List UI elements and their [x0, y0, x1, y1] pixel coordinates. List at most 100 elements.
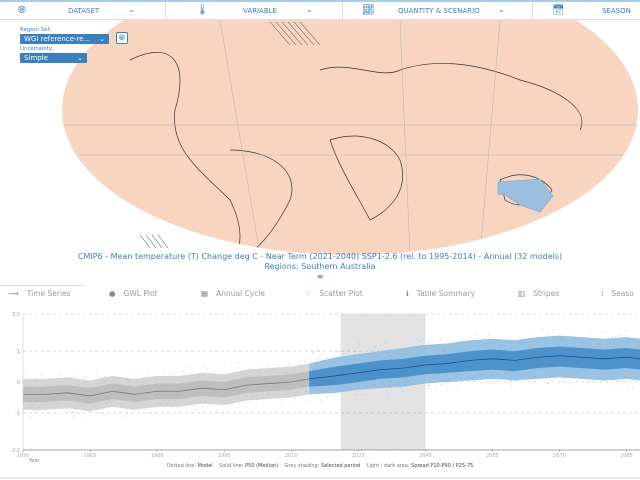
menu-icon[interactable]: ≡: [316, 272, 324, 281]
model-point: [258, 369, 260, 371]
model-point: [295, 393, 297, 395]
model-point: [312, 352, 314, 353]
model-point: [111, 402, 112, 404]
model-point: [428, 342, 430, 343]
uncertainty-select[interactable]: Simple ⌄: [20, 53, 87, 63]
model-point: [64, 394, 66, 395]
model-point: [235, 397, 237, 398]
model-point: [626, 387, 628, 389]
model-point: [625, 329, 627, 331]
model-point: [287, 362, 289, 363]
model-point: [96, 399, 98, 401]
model-point: [429, 380, 430, 382]
season-dropdown[interactable]: 📅︎ SEASON: [552, 5, 631, 16]
model-point: [164, 384, 166, 386]
southern-australia-region: [497, 178, 554, 213]
model-point: [87, 415, 89, 417]
model-point: [293, 362, 295, 364]
tab-seasonal[interactable]: ⁞ Seaso: [601, 289, 634, 298]
model-point: [587, 367, 589, 369]
region-set-select[interactable]: WGI reference-re... ⌄: [20, 34, 109, 44]
model-point: [222, 395, 224, 397]
model-point: [567, 348, 569, 349]
model-point: [581, 341, 583, 343]
model-point: [85, 378, 86, 379]
model-point: [281, 379, 283, 381]
model-point: [532, 382, 533, 384]
model-point: [520, 342, 522, 344]
model-point: [528, 372, 530, 374]
model-point: [513, 349, 515, 351]
world-map[interactable]: [0, 20, 640, 260]
model-point: [118, 389, 120, 391]
model-point: [317, 378, 319, 380]
legend-value: Spread P10-P90 / P25-75: [411, 463, 474, 469]
model-point: [137, 374, 139, 376]
model-point: [627, 361, 629, 363]
model-point: [491, 374, 493, 376]
model-point: [126, 408, 127, 410]
model-point: [567, 344, 568, 346]
model-point: [390, 355, 391, 357]
model-point: [32, 380, 34, 382]
tab-scatter-plot[interactable]: ⁘ Scatter Plot: [305, 289, 363, 298]
model-point: [316, 363, 317, 364]
model-point: [344, 385, 346, 387]
model-point: [385, 390, 387, 392]
model-point: [611, 335, 613, 337]
model-point: [192, 388, 194, 390]
model-point: [27, 382, 29, 383]
model-point: [406, 377, 408, 378]
model-point: [175, 402, 177, 404]
model-point: [434, 378, 436, 379]
tab-annual-cycle[interactable]: ▦ Annual Cycle: [201, 289, 266, 298]
model-point: [296, 378, 297, 380]
model-point: [334, 361, 336, 363]
variable-dropdown[interactable]: 🌡︎ VARIABLE ⌄: [166, 2, 343, 20]
model-point: [324, 379, 325, 381]
time-series-icon: ⟿: [8, 289, 19, 298]
model-point: [404, 385, 406, 387]
model-point: [235, 375, 237, 377]
model-point: [137, 399, 139, 401]
stripes-icon: ▥: [518, 289, 526, 298]
model-point: [162, 370, 164, 372]
model-point: [489, 382, 491, 384]
model-point: [457, 341, 459, 343]
model-point: [244, 396, 246, 398]
model-point: [192, 367, 194, 369]
quantity-scenario-dropdown[interactable]: 📈︎ QUANTITY & SCENARIO ⌄: [343, 2, 533, 20]
model-point: [569, 362, 571, 364]
model-point: [71, 377, 72, 379]
model-point: [565, 345, 567, 347]
x-axis-label: Year: [28, 458, 41, 464]
model-point: [622, 381, 624, 383]
model-point: [242, 389, 244, 390]
historical-median-line: [23, 378, 310, 397]
tab-time-series[interactable]: ⟿ Time Series: [8, 289, 71, 298]
model-point: [258, 362, 260, 364]
model-point: [306, 377, 308, 379]
region-globe-button[interactable]: 🌐︎: [116, 32, 128, 44]
model-point: [105, 380, 107, 382]
dataset-dropdown[interactable]: 🌐︎ DATASET ⌄: [0, 2, 166, 20]
tab-table-summary[interactable]: ℹ Table Summary: [406, 289, 475, 298]
model-point: [358, 369, 360, 371]
x-tick-label: 2025: [352, 453, 365, 459]
model-point: [384, 358, 386, 360]
tab-gwl-plot[interactable]: ● GWL Plot: [109, 289, 158, 298]
model-point: [96, 374, 98, 376]
model-point: [155, 395, 157, 397]
model-point: [573, 372, 575, 374]
model-point: [521, 340, 523, 342]
model-point: [215, 374, 217, 376]
model-point: [44, 399, 46, 400]
model-point: [399, 373, 400, 374]
model-point: [497, 352, 499, 354]
model-point: [402, 370, 403, 372]
model-point: [93, 402, 95, 404]
time-series-chart[interactable]: 2.2 1 0 -1 -2.2 1950 1965 1980 1995 2010 2025 2040 2…: [0, 305, 640, 475]
tab-stripes[interactable]: ▥ Stripes: [518, 289, 560, 298]
model-point: [440, 384, 441, 385]
